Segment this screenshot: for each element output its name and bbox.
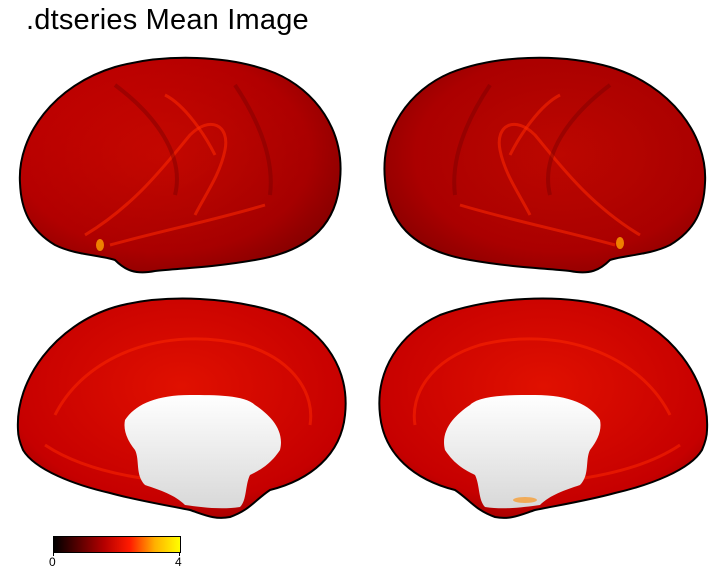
colorbar-gradient	[53, 536, 181, 553]
colorbar-max-label: 4	[175, 555, 182, 569]
right-hemisphere-medial-view	[375, 295, 710, 525]
right-hemisphere-lateral-view	[380, 55, 710, 280]
colorbar: 0 4	[52, 535, 180, 571]
left-hemisphere-lateral-view	[15, 55, 345, 280]
left-hemisphere-medial-view	[15, 295, 350, 525]
colorbar-min-label: 0	[49, 555, 56, 569]
figure-title: .dtseries Mean Image	[26, 4, 309, 37]
